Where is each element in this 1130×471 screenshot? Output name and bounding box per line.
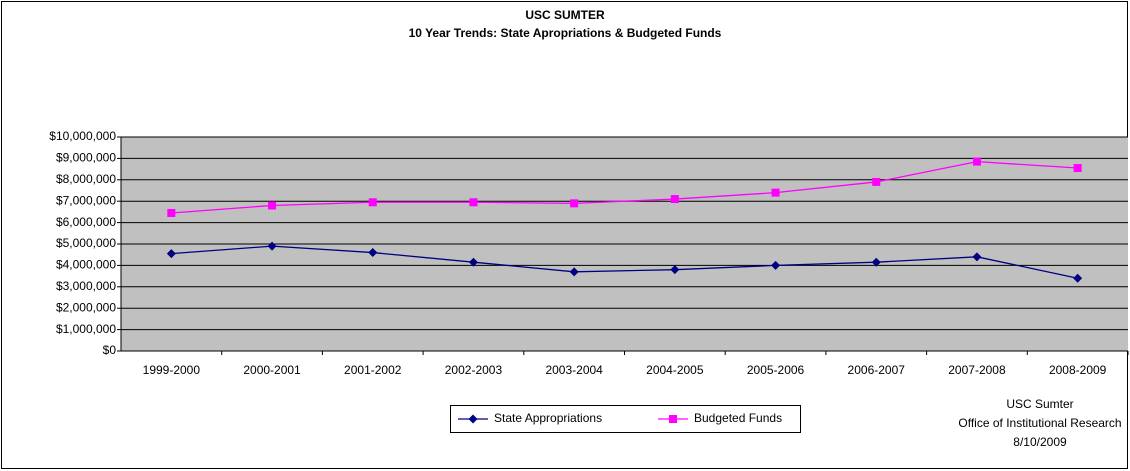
x-tick-label: 2003-2004 xyxy=(545,363,603,377)
chart-title: USC SUMTER xyxy=(525,8,605,22)
data-point xyxy=(670,195,679,204)
x-tick-label: 1999-2000 xyxy=(143,363,201,377)
series-line xyxy=(171,245,1078,279)
y-tick-label: $3,000,000 xyxy=(56,279,116,293)
data-point xyxy=(1073,164,1082,173)
y-tick-label: $7,000,000 xyxy=(56,193,116,207)
data-point xyxy=(166,249,176,259)
y-tick-label: $10,000,000 xyxy=(49,129,116,143)
series-line xyxy=(171,160,1078,214)
data-point xyxy=(972,157,981,166)
data-point xyxy=(771,260,781,270)
data-point xyxy=(872,177,881,186)
data-point xyxy=(972,252,982,262)
data-point xyxy=(468,257,478,267)
x-tick-label: 2008-2009 xyxy=(1049,363,1107,377)
y-tick-label: $8,000,000 xyxy=(56,172,116,186)
data-point xyxy=(167,208,176,217)
chart-subtitle: 10 Year Trends: State Apropriations & Bu… xyxy=(409,26,722,40)
x-tick-label: 2002-2003 xyxy=(445,363,503,377)
annotation: 8/10/2009 xyxy=(1013,435,1067,449)
data-point xyxy=(267,241,277,251)
legend-box xyxy=(450,405,801,433)
legend-label: State Appropriations xyxy=(494,411,602,425)
data-point xyxy=(670,265,680,275)
data-point xyxy=(771,188,780,197)
x-tick-label: 2000-2001 xyxy=(243,363,301,377)
data-point xyxy=(871,257,881,267)
annotation: USC Sumter xyxy=(1006,397,1073,411)
data-point xyxy=(268,201,277,210)
y-tick-label: $1,000,000 xyxy=(56,322,116,336)
legend-label: Budgeted Funds xyxy=(694,411,782,425)
y-tick-label: $0 xyxy=(103,343,117,357)
x-tick-label: 2007-2008 xyxy=(948,363,1006,377)
data-point xyxy=(569,267,579,277)
x-tick-label: 2004-2005 xyxy=(646,363,704,377)
legend-marker xyxy=(468,414,478,424)
y-tick-label: $2,000,000 xyxy=(56,300,116,314)
data-point xyxy=(368,248,378,258)
legend-marker xyxy=(669,415,677,423)
y-tick-label: $6,000,000 xyxy=(56,215,116,229)
y-tick-label: $9,000,000 xyxy=(56,151,116,165)
x-tick-label: 2005-2006 xyxy=(747,363,805,377)
y-tick-label: $4,000,000 xyxy=(56,258,116,272)
data-point xyxy=(368,198,377,207)
data-point xyxy=(469,198,478,207)
x-tick-label: 2006-2007 xyxy=(848,363,906,377)
y-tick-label: $5,000,000 xyxy=(56,236,116,250)
x-tick-label: 2001-2002 xyxy=(344,363,402,377)
data-point xyxy=(1073,273,1083,283)
data-point xyxy=(570,199,579,208)
annotation: Office of Institutional Research xyxy=(958,416,1121,430)
